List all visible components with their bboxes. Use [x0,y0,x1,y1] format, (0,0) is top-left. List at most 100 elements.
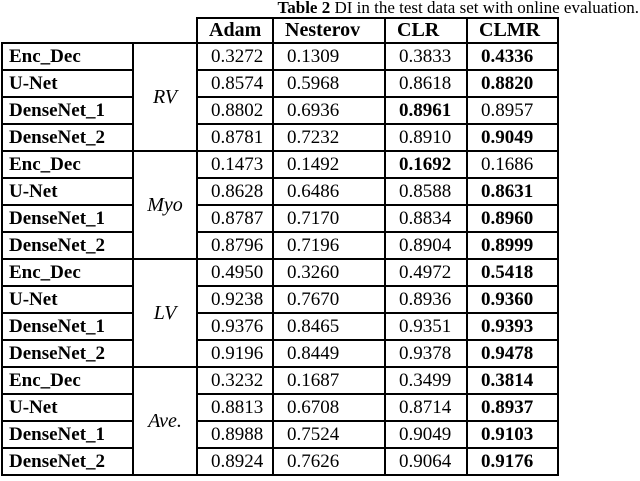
value-cell: 0.9064 [384,447,468,476]
value-cell: 0.3272 [196,42,274,71]
group-cell-rv: RV [132,42,198,152]
value-cell: 0.5418 [466,258,559,287]
value-cell: 0.8960 [466,204,559,233]
value-cell: 0.6936 [272,96,386,125]
value-cell: 0.4950 [196,258,274,287]
value-cell: 0.8936 [384,285,468,314]
value-cell: 0.8961 [384,96,468,125]
column-header-clmr: CLMR [466,17,559,44]
value-cell: 0.3833 [384,42,468,71]
table-row: DenseNet_1 0.8988 0.7524 0.9049 0.9103 [1,420,559,449]
value-cell: 0.7170 [272,204,386,233]
table-caption-text: DI in the test data set with online eval… [330,0,639,17]
value-cell: 0.8465 [272,312,386,341]
value-cell: 0.8820 [466,69,559,98]
value-cell: 0.5968 [272,69,386,98]
value-cell: 0.8631 [466,177,559,206]
table-caption-label: Table 2 [277,0,331,17]
value-cell: 0.9049 [384,420,468,449]
model-cell: DenseNet_2 [1,339,134,368]
value-cell: 0.8618 [384,69,468,98]
value-cell: 0.7232 [272,123,386,152]
value-cell: 0.8924 [196,447,274,476]
value-cell: 0.9049 [466,123,559,152]
value-cell: 0.1492 [272,150,386,179]
column-header-clr: CLR [384,17,468,44]
value-cell: 0.9378 [384,339,468,368]
table-row: U-Net 0.8628 0.6486 0.8588 0.8631 [1,177,559,206]
table-row: U-Net 0.8574 0.5968 0.8618 0.8820 [1,69,559,98]
value-cell: 0.1473 [196,150,274,179]
table-caption: Table 2 DI in the test data set with onl… [277,0,639,17]
model-cell: U-Net [1,285,134,314]
corner-cell [133,18,197,43]
value-cell: 0.9196 [196,339,274,368]
value-cell: 0.3499 [384,366,468,395]
model-cell: Enc_Dec [1,366,134,395]
table-row: DenseNet_2 0.8781 0.7232 0.8910 0.9049 [1,123,559,152]
value-cell: 0.9478 [466,339,559,368]
value-cell: 0.4972 [384,258,468,287]
value-cell: 0.8714 [384,393,468,422]
value-cell: 0.3260 [272,258,386,287]
table-row: DenseNet_2 0.8796 0.7196 0.8904 0.8999 [1,231,559,260]
value-cell: 0.8787 [196,204,274,233]
value-cell: 0.8802 [196,96,274,125]
value-cell: 0.7626 [272,447,386,476]
group-cell-ave: Ave. [132,366,198,476]
value-cell: 0.9176 [466,447,559,476]
results-table: Adam Nesterov CLR CLMR Enc_Dec RV 0.3272… [1,17,559,476]
table-row: DenseNet_2 0.9196 0.8449 0.9378 0.9478 [1,339,559,368]
value-cell: 0.8988 [196,420,274,449]
value-cell: 0.8834 [384,204,468,233]
value-cell: 0.9351 [384,312,468,341]
value-cell: 0.8957 [466,96,559,125]
value-cell: 0.8937 [466,393,559,422]
model-cell: DenseNet_2 [1,231,134,260]
value-cell: 0.8910 [384,123,468,152]
value-cell: 0.8796 [196,231,274,260]
table-row: DenseNet_1 0.8802 0.6936 0.8961 0.8957 [1,96,559,125]
value-cell: 0.1692 [384,150,468,179]
value-cell: 0.7670 [272,285,386,314]
table-row: Enc_Dec Myo 0.1473 0.1492 0.1692 0.1686 [1,150,559,260]
model-cell: U-Net [1,393,134,422]
value-cell: 0.1309 [272,42,386,71]
value-cell: 0.3814 [466,366,559,395]
value-cell: 0.6486 [272,177,386,206]
model-cell: Enc_Dec [1,150,134,179]
header-row: Adam Nesterov CLR CLMR [2,17,559,44]
value-cell: 0.9103 [466,420,559,449]
value-cell: 0.9376 [196,312,274,341]
model-cell: Enc_Dec [1,42,134,71]
model-cell: DenseNet_2 [1,447,134,476]
value-cell: 0.8628 [196,177,274,206]
model-cell: DenseNet_2 [1,123,134,152]
table-row: U-Net 0.8813 0.6708 0.8714 0.8937 [1,393,559,422]
value-cell: 0.9393 [466,312,559,341]
column-header-nesterov: Nesterov [272,17,386,44]
table-row: Enc_Dec LV 0.4950 0.3260 0.4972 0.5418 [1,258,559,368]
group-cell-lv: LV [132,258,198,368]
model-cell: DenseNet_1 [1,96,134,125]
table-row: DenseNet_1 0.8787 0.7170 0.8834 0.8960 [1,204,559,233]
model-cell: DenseNet_1 [1,312,134,341]
column-header-adam: Adam [196,17,274,44]
value-cell: 0.8574 [196,69,274,98]
value-cell: 0.6708 [272,393,386,422]
value-cell: 0.8999 [466,231,559,260]
model-cell: DenseNet_1 [1,204,134,233]
value-cell: 0.7196 [272,231,386,260]
table-row: U-Net 0.9238 0.7670 0.8936 0.9360 [1,285,559,314]
value-cell: 0.8813 [196,393,274,422]
value-cell: 0.8449 [272,339,386,368]
table-row: Enc_Dec RV 0.3272 0.1309 0.3833 0.4336 [1,42,559,152]
value-cell: 0.9360 [466,285,559,314]
value-cell: 0.8781 [196,123,274,152]
value-cell: 0.1686 [466,150,559,179]
table-row: DenseNet_1 0.9376 0.8465 0.9351 0.9393 [1,312,559,341]
model-cell: U-Net [1,177,134,206]
value-cell: 0.1687 [272,366,386,395]
table-row: Enc_Dec Ave. 0.3232 0.1687 0.3499 0.3814 [1,366,559,476]
